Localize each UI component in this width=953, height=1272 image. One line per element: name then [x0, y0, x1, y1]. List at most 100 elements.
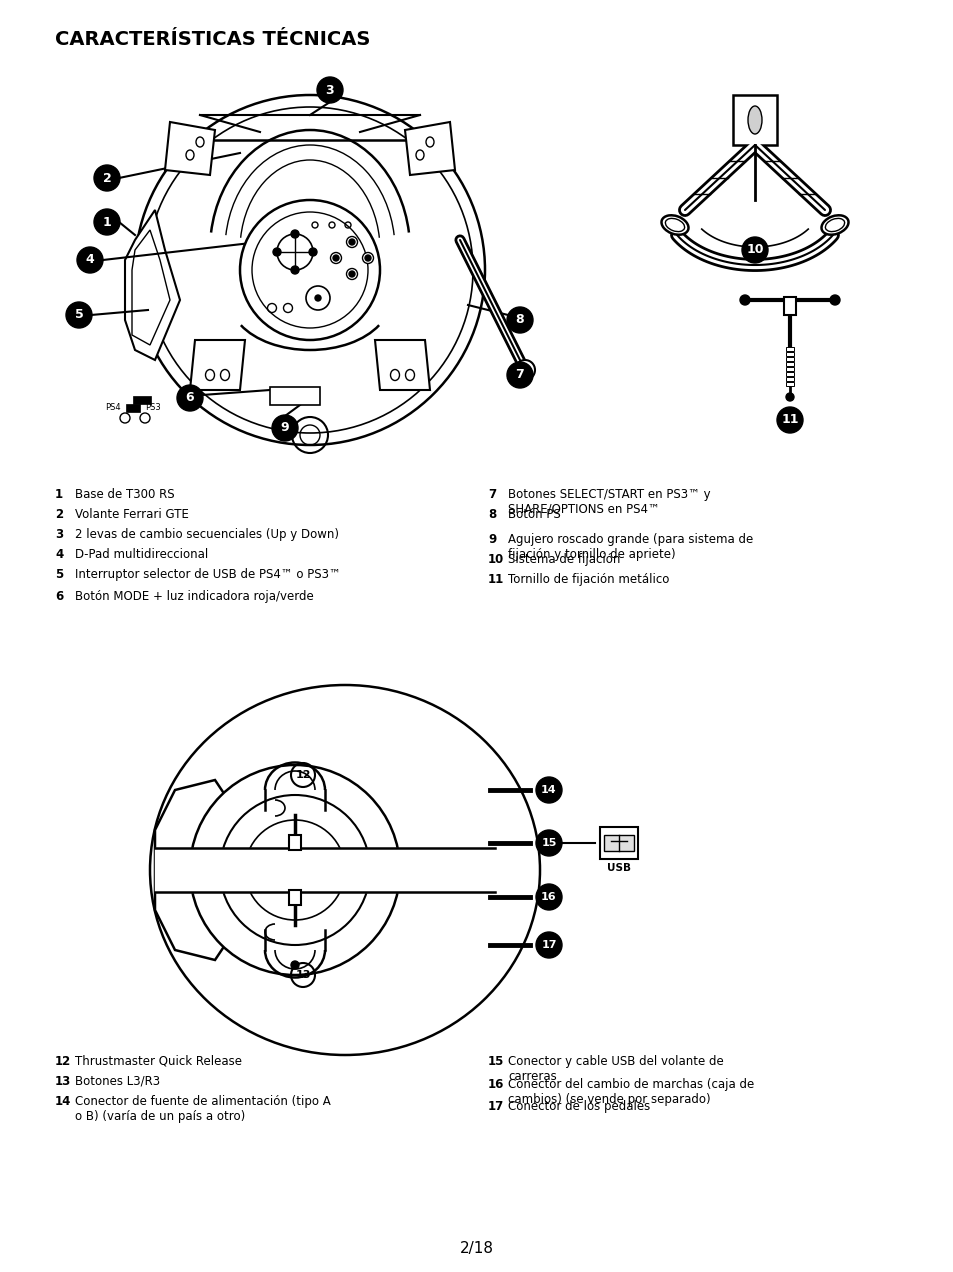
Text: 15: 15	[540, 838, 557, 848]
Text: Botones SELECT/START en PS3™ y
SHARE/OPTIONS en PS4™: Botones SELECT/START en PS3™ y SHARE/OPT…	[507, 488, 710, 516]
Text: 17: 17	[488, 1100, 504, 1113]
Text: 17: 17	[540, 940, 557, 950]
Circle shape	[515, 360, 535, 380]
Text: 5: 5	[55, 569, 63, 581]
Polygon shape	[125, 210, 180, 360]
Circle shape	[291, 266, 298, 273]
Text: 13: 13	[295, 971, 311, 979]
Text: 5: 5	[74, 309, 83, 322]
Text: 8: 8	[516, 313, 524, 327]
Circle shape	[536, 831, 561, 856]
Text: 10: 10	[488, 553, 504, 566]
Text: Botón PS: Botón PS	[507, 508, 560, 522]
Text: 11: 11	[781, 413, 798, 426]
Text: 1: 1	[103, 215, 112, 229]
Text: 2 levas de cambio secuenciales (Up y Down): 2 levas de cambio secuenciales (Up y Dow…	[75, 528, 338, 541]
Text: 12: 12	[294, 770, 311, 780]
Ellipse shape	[821, 215, 847, 235]
Text: 16: 16	[488, 1077, 504, 1091]
Ellipse shape	[660, 215, 688, 235]
Circle shape	[190, 764, 399, 976]
Text: 3: 3	[55, 528, 63, 541]
Bar	[785, 382, 793, 385]
Bar	[289, 890, 301, 904]
Text: Agujero roscado grande (para sistema de
fijación y tornillo de apriete): Agujero roscado grande (para sistema de …	[507, 533, 753, 561]
Circle shape	[77, 247, 103, 273]
Bar	[783, 296, 795, 315]
Circle shape	[829, 295, 840, 305]
Circle shape	[776, 407, 802, 432]
Circle shape	[536, 884, 561, 909]
Ellipse shape	[346, 237, 357, 248]
Bar	[785, 368, 793, 371]
Circle shape	[785, 393, 793, 401]
Polygon shape	[375, 340, 430, 391]
Circle shape	[314, 295, 320, 301]
Text: Conector del cambio de marchas (caja de
cambios) (se vende por separado): Conector del cambio de marchas (caja de …	[507, 1077, 754, 1105]
Circle shape	[273, 248, 281, 256]
Text: USB: USB	[606, 862, 630, 873]
Circle shape	[291, 230, 298, 238]
Text: Conector de los pedales: Conector de los pedales	[507, 1100, 650, 1113]
Circle shape	[506, 307, 533, 333]
Ellipse shape	[150, 686, 539, 1054]
Text: 10: 10	[745, 243, 763, 257]
Bar	[785, 371, 793, 377]
Text: D-Pad multidireccional: D-Pad multidireccional	[75, 548, 208, 561]
Circle shape	[365, 254, 371, 261]
Bar	[785, 352, 793, 356]
Text: Volante Ferrari GTE: Volante Ferrari GTE	[75, 508, 189, 522]
Text: Thrustmaster Quick Release: Thrustmaster Quick Release	[75, 1054, 242, 1068]
Text: 3: 3	[325, 84, 334, 97]
Bar	[126, 404, 140, 412]
Ellipse shape	[747, 106, 761, 134]
Text: 7: 7	[488, 488, 496, 501]
Text: 14: 14	[55, 1095, 71, 1108]
Text: 1: 1	[55, 488, 63, 501]
Circle shape	[349, 271, 355, 277]
Text: 4: 4	[55, 548, 63, 561]
Text: 12: 12	[55, 1054, 71, 1068]
Circle shape	[740, 295, 749, 305]
Circle shape	[349, 239, 355, 245]
Bar	[785, 347, 793, 351]
Text: 6: 6	[55, 590, 63, 603]
Text: PS3: PS3	[145, 403, 161, 412]
Bar	[132, 396, 151, 404]
Text: 2/18: 2/18	[459, 1240, 494, 1255]
Circle shape	[272, 415, 297, 441]
Text: Conector de fuente de alimentación (tipo A
o B) (varía de un país a otro): Conector de fuente de alimentación (tipo…	[75, 1095, 331, 1123]
Polygon shape	[154, 780, 234, 960]
Circle shape	[94, 165, 120, 191]
Circle shape	[506, 363, 533, 388]
Polygon shape	[165, 122, 214, 176]
Text: 6: 6	[186, 392, 194, 404]
Circle shape	[177, 385, 203, 411]
Text: Base de T300 RS: Base de T300 RS	[75, 488, 174, 501]
Bar	[785, 363, 793, 366]
Text: 8: 8	[488, 508, 496, 522]
Circle shape	[94, 209, 120, 235]
Circle shape	[741, 237, 767, 263]
Ellipse shape	[362, 253, 374, 263]
Text: Conector y cable USB del volante de
carreras: Conector y cable USB del volante de carr…	[507, 1054, 723, 1082]
Text: 13: 13	[55, 1075, 71, 1088]
Circle shape	[536, 777, 561, 803]
Text: Interruptor selector de USB de PS4™ o PS3™: Interruptor selector de USB de PS4™ o PS…	[75, 569, 340, 581]
Bar	[289, 834, 301, 850]
Text: PS4: PS4	[105, 403, 120, 412]
Circle shape	[316, 78, 343, 103]
Text: Botón MODE + luz indicadora roja/verde: Botón MODE + luz indicadora roja/verde	[75, 590, 314, 603]
Bar	[270, 387, 319, 404]
Text: 7: 7	[515, 369, 524, 382]
Text: 15: 15	[488, 1054, 504, 1068]
Bar	[603, 834, 634, 851]
Circle shape	[333, 254, 338, 261]
Text: Botones L3/R3: Botones L3/R3	[75, 1075, 160, 1088]
Bar	[732, 95, 776, 145]
Circle shape	[309, 248, 316, 256]
Text: 2: 2	[55, 508, 63, 522]
Ellipse shape	[346, 268, 357, 280]
Text: 4: 4	[86, 253, 94, 267]
Text: 9: 9	[488, 533, 496, 546]
